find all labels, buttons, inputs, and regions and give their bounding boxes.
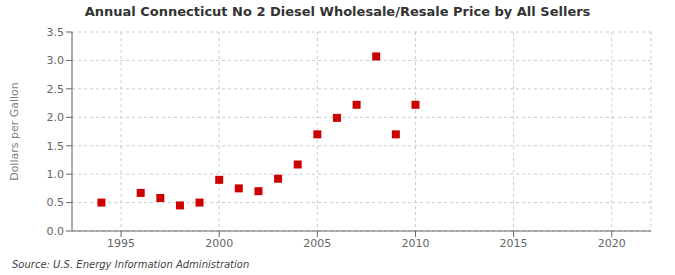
svg-text:2010: 2010 xyxy=(401,237,429,250)
svg-text:1.0: 1.0 xyxy=(47,168,65,181)
svg-text:1.5: 1.5 xyxy=(47,140,65,153)
html-text:Source: U.S. Energy Informatio: Source: U.S. Energy Information Administ… xyxy=(12,259,250,270)
svg-text:3.5: 3.5 xyxy=(47,26,65,39)
svg-text:3.0: 3.0 xyxy=(47,54,65,67)
svg-text:0.0: 0.0 xyxy=(47,225,65,238)
svg-text:2020: 2020 xyxy=(598,237,626,250)
html-text:Annual Connecticut No 2 Diesel: Annual Connecticut No 2 Diesel Wholesale… xyxy=(84,4,591,19)
svg-text:2005: 2005 xyxy=(303,237,331,250)
svg-text:2000: 2000 xyxy=(205,237,233,250)
svg-text:2015: 2015 xyxy=(500,237,528,250)
svg-text:2.0: 2.0 xyxy=(47,111,65,124)
svg-text:2.5: 2.5 xyxy=(47,83,65,96)
svg-text:0.5: 0.5 xyxy=(47,196,65,209)
svg-text:Dollars per Gallon: Dollars per Gallon xyxy=(8,82,21,181)
svg-text:1995: 1995 xyxy=(107,237,135,250)
